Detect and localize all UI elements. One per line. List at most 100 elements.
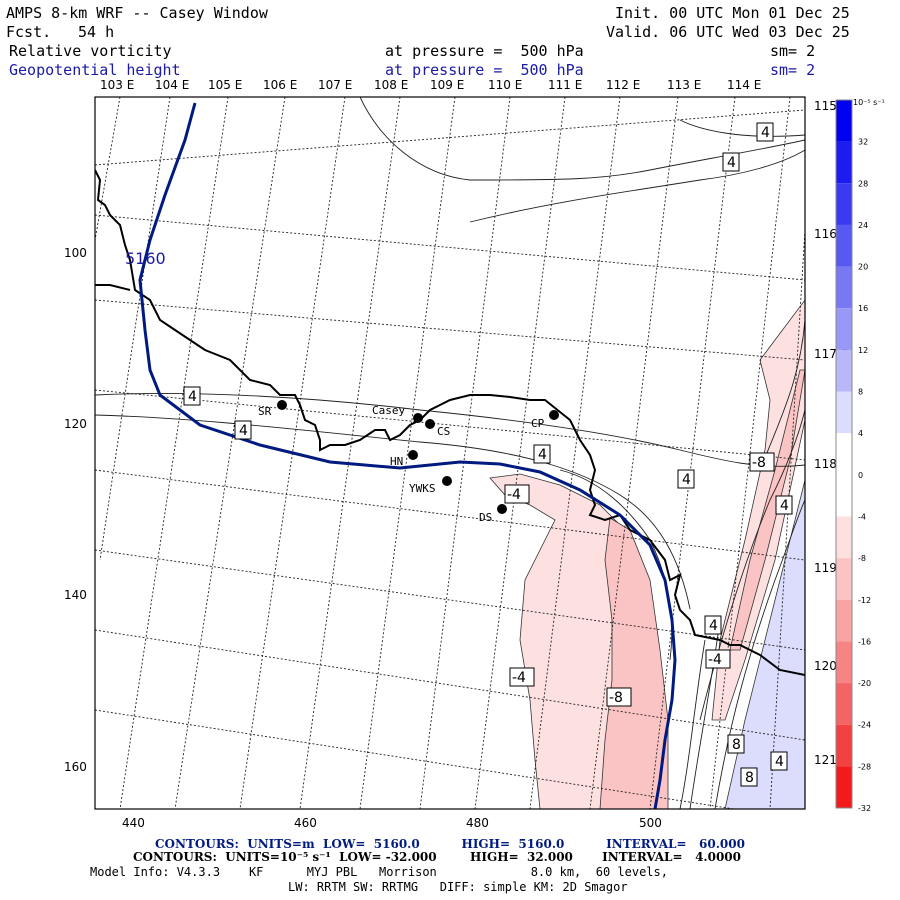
lon-label: 105 E: [208, 78, 242, 92]
colorbar-level-label: 16: [858, 304, 868, 313]
station-dot-ywks: [442, 476, 452, 486]
colorbar-level-label: -20: [858, 679, 871, 688]
station-dot-cs: [425, 419, 435, 429]
y-tick-label: 160: [64, 760, 87, 774]
vorticity-contours: [95, 97, 805, 809]
station-label-ywks: YWKS: [409, 482, 436, 495]
vort-label: -4: [504, 484, 530, 504]
field2-smoothing: sm= 2: [770, 61, 816, 79]
station-dot-casey: [413, 413, 423, 423]
forecast-label: Fcst.: [6, 23, 52, 41]
station-label-cp: CP: [531, 417, 545, 430]
vort-label: -8: [606, 687, 632, 707]
station-dot-sr: [277, 400, 287, 410]
colorbar-level-label: -4: [858, 512, 866, 521]
vort-label: 4: [704, 615, 722, 635]
colorbar-level-label: -28: [858, 762, 871, 771]
init-time: Init. 00 UTC Mon 01 Dec 25: [615, 4, 850, 22]
y-tick-label: 100: [64, 246, 87, 260]
height-contour-label: 5160: [125, 249, 166, 268]
svg-text:4: 4: [709, 618, 718, 634]
svg-text:-4: -4: [708, 652, 722, 668]
vorticity-shading: [489, 299, 805, 809]
svg-text:8: 8: [732, 737, 741, 753]
svg-text:-4: -4: [507, 487, 521, 503]
colorbar-level-label: -32: [858, 804, 871, 813]
colorbar-level-label: -12: [858, 596, 871, 605]
lon-label: 107 E: [318, 78, 352, 92]
colorbar-swatch: [836, 474, 852, 517]
lon-label: 109 E: [430, 78, 464, 92]
colorbar-level-label: 32: [858, 138, 868, 147]
svg-text:-8: -8: [609, 690, 623, 706]
lon-label: 114 E: [727, 78, 761, 92]
x-tick-label: 480: [466, 816, 489, 830]
colorbar-unit: 10⁻⁵ s⁻¹: [853, 98, 885, 107]
vort-label: -8: [749, 452, 775, 472]
colorbar-level-label: 8: [858, 388, 863, 397]
coastline: [95, 169, 805, 676]
colorbar-swatch: [836, 641, 852, 684]
colorbar-level-label: 12: [858, 346, 868, 355]
height-contour-5160: [138, 102, 677, 809]
colorbar-swatch: [836, 224, 852, 267]
station-dot-hn: [408, 450, 418, 460]
colorbar-swatch: [836, 766, 852, 808]
station-label-casey: Casey: [372, 404, 405, 417]
colorbar-swatch: [836, 349, 852, 392]
colorbar-level-label: -16: [858, 637, 871, 646]
colorbar-level-label: 24: [858, 221, 868, 230]
colorbar-swatch: [836, 516, 852, 559]
footer-physics: LW: RRTM SW: RRTMG DIFF: simple KM: 2D S…: [288, 880, 628, 894]
footer-vorticity-contours: CONTOURS: UNITS=10⁻⁵ s⁻¹ LOW= -32.000 HI…: [133, 850, 741, 864]
colorbar-level-label: 4: [858, 429, 863, 438]
vort-label: -4: [705, 649, 731, 669]
colorbar-swatch: [836, 599, 852, 642]
field2-name: Geopotential height: [9, 61, 181, 79]
station-dot-cp: [549, 410, 559, 420]
colorbar-swatch: [836, 141, 852, 184]
lon-label: 110 E: [488, 78, 522, 92]
vort-label: -4: [509, 667, 535, 687]
svg-text:-4: -4: [512, 670, 526, 686]
station-label-hn: HN: [390, 455, 403, 468]
lon-label: 106 E: [263, 78, 297, 92]
vort-label: 4: [770, 751, 788, 771]
field1-level: at pressure = 500 hPa: [385, 42, 584, 60]
svg-text:8: 8: [745, 770, 754, 786]
svg-text:4: 4: [775, 754, 784, 770]
svg-text:4: 4: [727, 155, 736, 171]
vort-label: 8: [740, 767, 758, 787]
vort-label: 4: [775, 495, 793, 515]
vort-label: 8: [727, 734, 745, 754]
colorbar-level-label: -8: [858, 554, 866, 563]
lon-label: 113 E: [667, 78, 701, 92]
colorbar-frame: [835, 99, 853, 809]
x-tick-label: 440: [122, 816, 145, 830]
colorbar-swatch: [836, 308, 852, 350]
x-tick-label: 460: [294, 816, 317, 830]
vort-label: 4: [756, 122, 774, 142]
svg-text:4: 4: [239, 423, 248, 439]
lon-label: 103 E: [100, 78, 134, 92]
colorbar-level-label: 20: [858, 263, 868, 272]
colorbar-swatch: [836, 266, 852, 309]
vort-label: 4: [183, 386, 201, 406]
forecast-hour: 54 h: [78, 23, 115, 41]
lon-label: 108 E: [374, 78, 408, 92]
colorbar-swatch: [836, 724, 852, 767]
field1-smoothing: sm= 2: [770, 42, 816, 60]
station-dot-ds: [497, 504, 507, 514]
svg-text:4: 4: [780, 498, 789, 514]
graticule: [95, 97, 805, 809]
station-label-ds: DS: [479, 511, 492, 524]
colorbar-swatch: [836, 100, 852, 142]
vort-label: 4: [722, 152, 740, 172]
axis-ticks: 440 460 480 500 100 120 140 160: [64, 246, 662, 830]
field2-level: at pressure = 500 hPa: [385, 61, 584, 79]
lon-label: 112 E: [606, 78, 640, 92]
colorbar-level-label: 0: [858, 471, 863, 480]
valid-time: Valid. 06 UTC Wed 03 Dec 25: [606, 23, 850, 41]
svg-text:4: 4: [188, 389, 197, 405]
